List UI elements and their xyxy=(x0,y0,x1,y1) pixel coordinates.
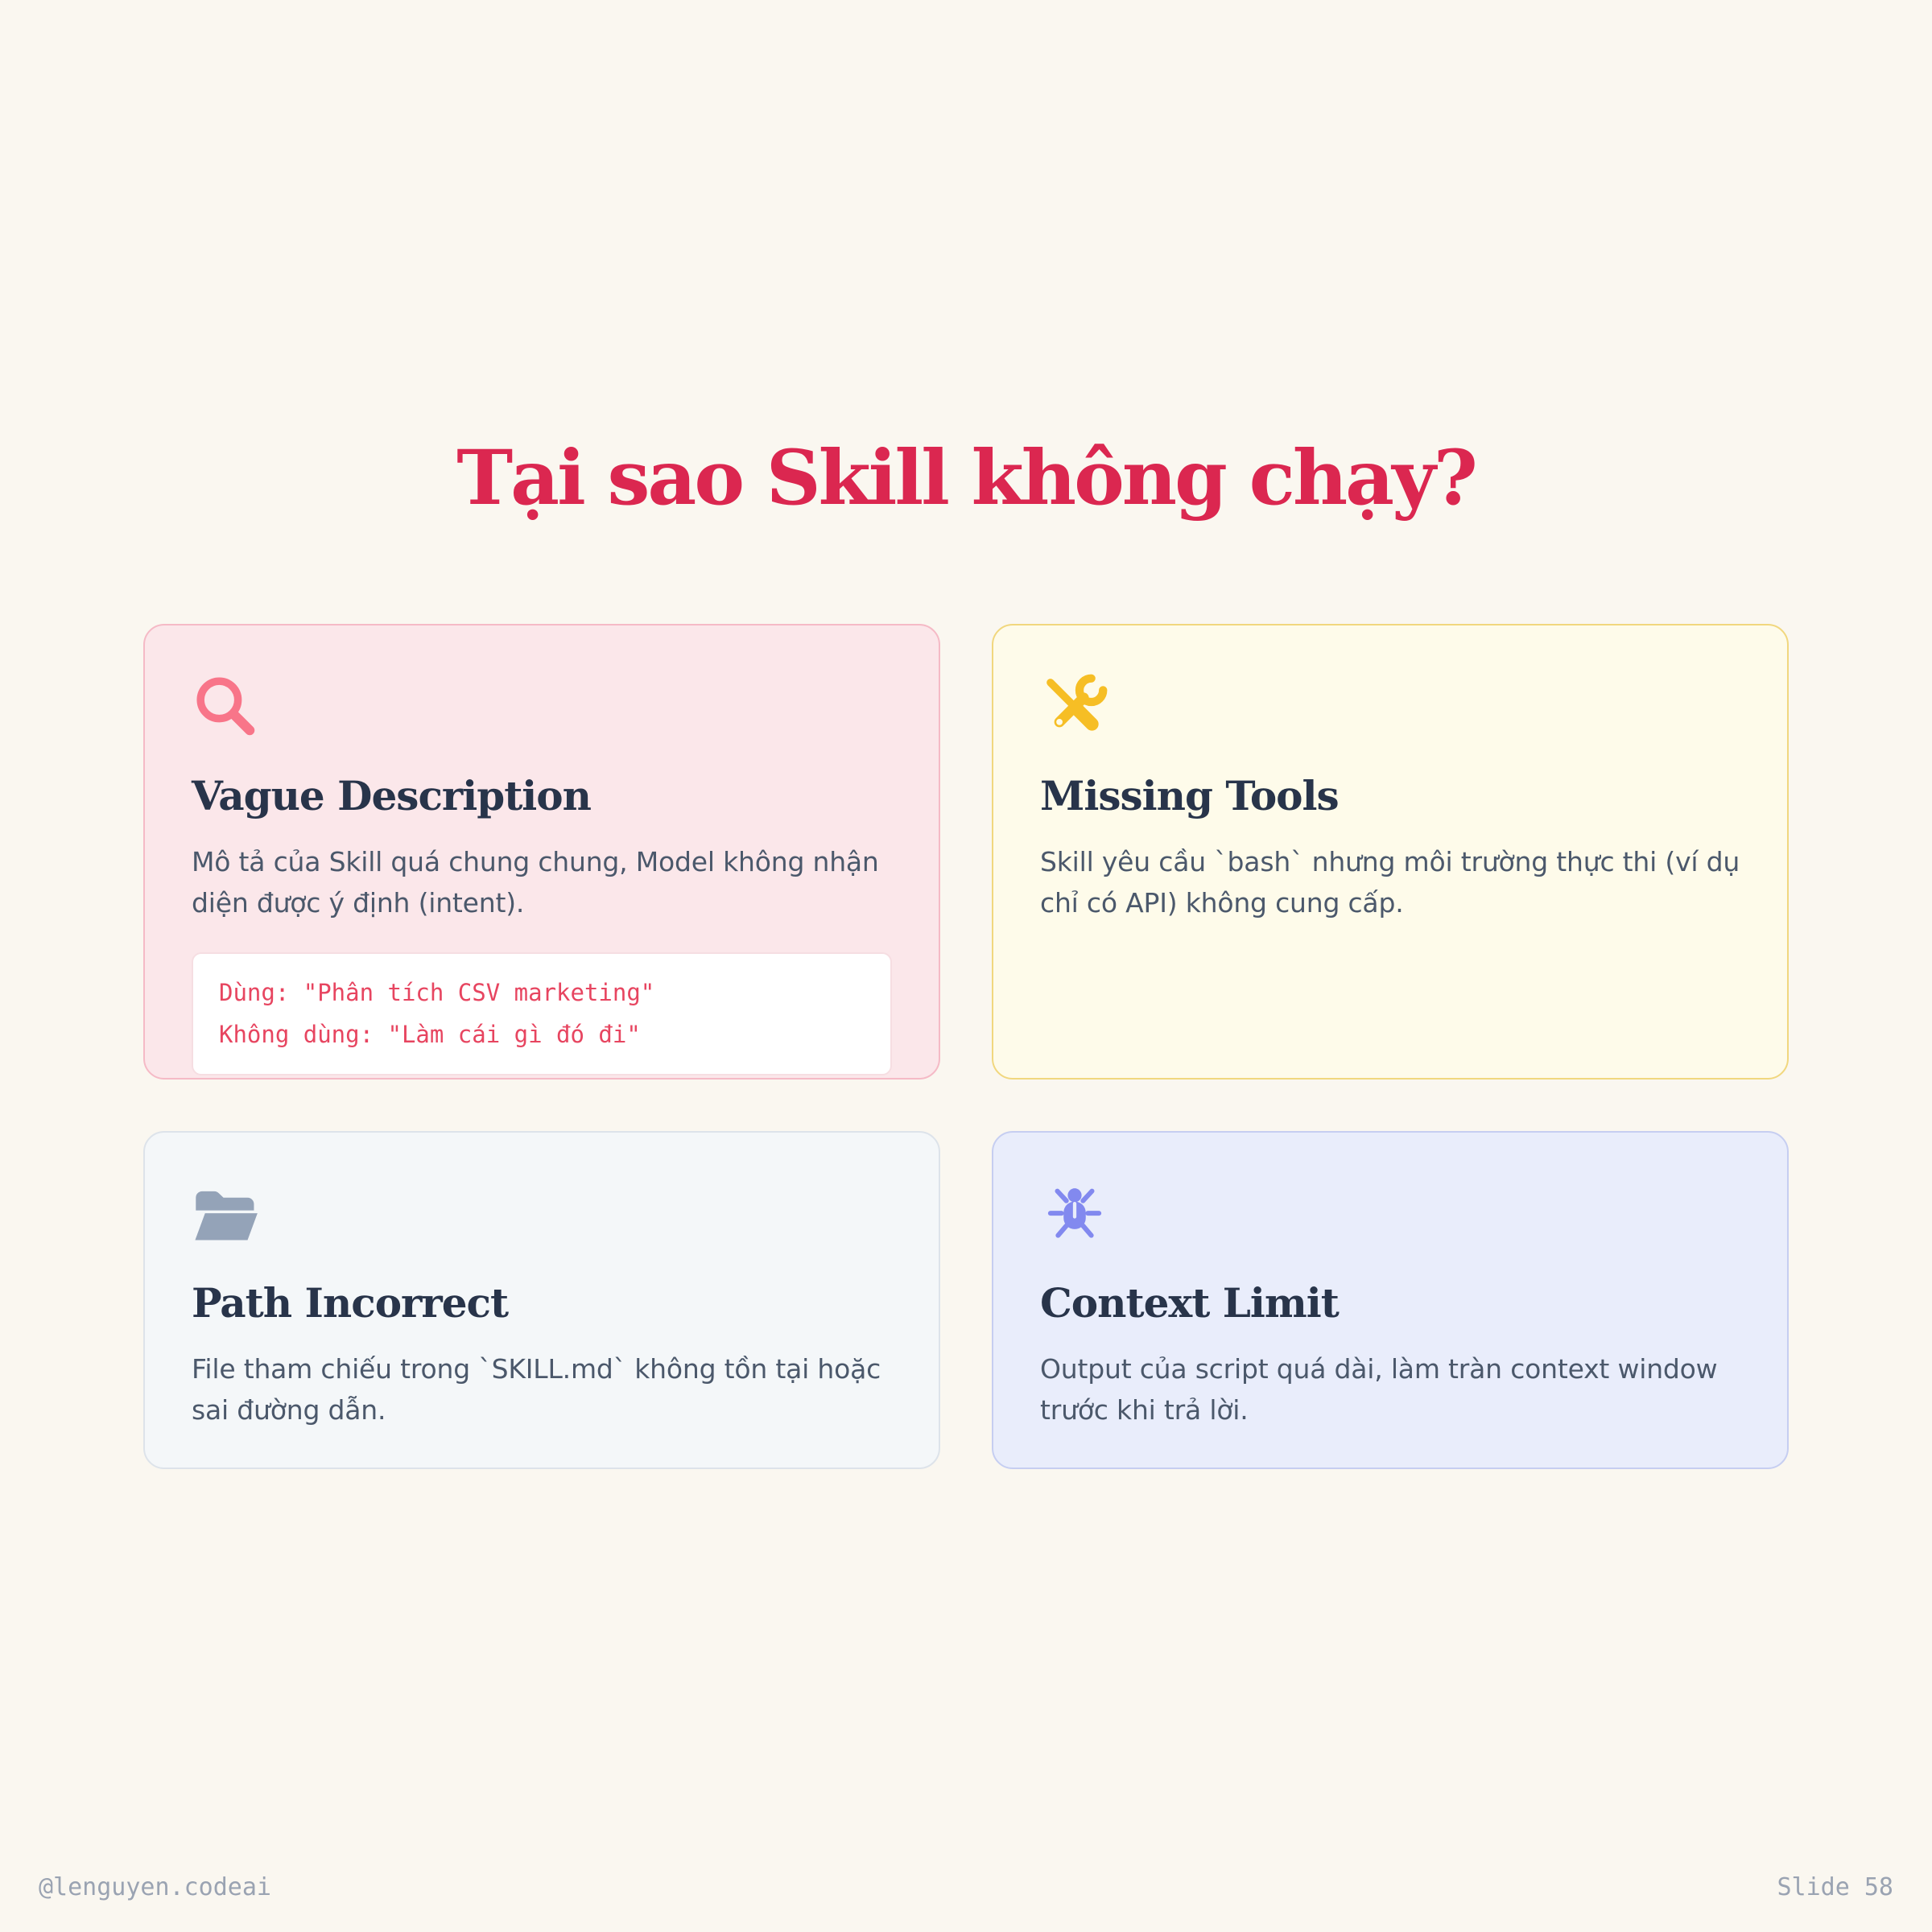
card-path-incorrect: Path Incorrect File tham chiếu trong `SK… xyxy=(143,1131,940,1469)
slide-title: Tại sao Skill không chạy? xyxy=(456,434,1478,522)
code-line: Không dùng: "Làm cái gì đó đi" xyxy=(219,1021,641,1049)
code-example: Dùng: "Phân tích CSV marketing" Không dù… xyxy=(192,952,892,1075)
card-body: Mô tả của Skill quá chung chung, Model k… xyxy=(192,846,879,919)
card-title: Path Incorrect xyxy=(192,1279,509,1327)
card-icon-wrap xyxy=(192,1176,892,1252)
card-title: Context Limit xyxy=(1040,1279,1340,1327)
screwdriver-wrench-icon xyxy=(1046,674,1108,731)
card-title: Missing Tools xyxy=(1040,772,1340,819)
card-icon-wrap xyxy=(1040,1176,1740,1252)
card-body: Output của script quá dài, làm tràn cont… xyxy=(1040,1353,1718,1426)
code-line: Dùng: "Phân tích CSV marketing" xyxy=(219,979,655,1007)
card-context-limit: Context Limit Output của script quá dài,… xyxy=(992,1131,1789,1469)
card-vague-description: Vague Description Mô tả của Skill quá ch… xyxy=(143,624,940,1080)
folder-open-icon xyxy=(195,1191,258,1241)
card-icon-wrap xyxy=(1040,669,1740,745)
card-title: Vague Description xyxy=(192,772,592,819)
footer: @lenguyen.codeai Slide 58 xyxy=(39,1873,1893,1901)
search-icon xyxy=(196,677,255,736)
card-missing-tools: Missing Tools Skill yêu cầu `bash` nhưng… xyxy=(992,624,1789,1080)
card-body: Skill yêu cầu `bash` nhưng môi trường th… xyxy=(1040,846,1740,919)
footer-slide-number: Slide 58 xyxy=(1777,1873,1894,1901)
card-body: File tham chiếu trong `SKILL.md` không t… xyxy=(192,1353,881,1426)
card-icon-wrap xyxy=(192,669,892,745)
bug-icon xyxy=(1047,1188,1102,1238)
card-grid: Vague Description Mô tả của Skill quá ch… xyxy=(143,624,1789,1469)
footer-handle: @lenguyen.codeai xyxy=(39,1873,271,1901)
